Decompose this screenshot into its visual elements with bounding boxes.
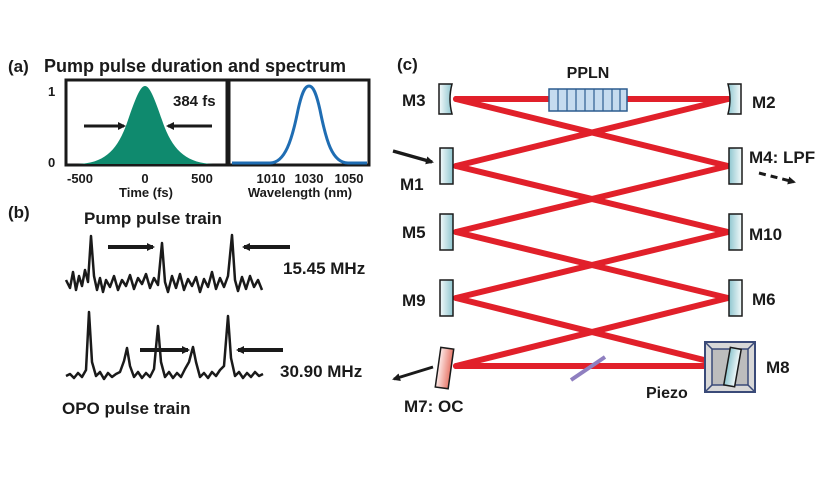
- pump-pulse-train-trace: [64, 233, 264, 294]
- wl-tick-1010: 1010: [257, 171, 286, 186]
- label-m9: M9: [402, 291, 426, 310]
- mirror-m10: [728, 213, 743, 251]
- opo-rate-label: 30.90 MHz: [280, 362, 362, 381]
- mirror-m7-oc: [434, 346, 455, 390]
- time-axis-label: Time (fs): [119, 185, 173, 200]
- pump-train-label: Pump pulse train: [84, 209, 222, 228]
- label-m6: M6: [752, 290, 776, 309]
- pump-rate-label: 15.45 MHz: [283, 259, 365, 278]
- wl-tick-1030: 1030: [295, 171, 324, 186]
- wl-tick-1050: 1050: [335, 171, 364, 186]
- cavity-beams: [453, 96, 731, 369]
- y-tick-1: 1: [48, 84, 55, 99]
- intracavity-plate: [569, 355, 607, 382]
- mirror-m1: [439, 147, 454, 185]
- opo-pulse-train-trace: [65, 310, 264, 381]
- y-tick-0: 0: [48, 155, 55, 170]
- label-m7: M7: OC: [404, 397, 464, 416]
- opo-train-label: OPO pulse train: [62, 399, 190, 418]
- label-m4: M4: LPF: [749, 148, 815, 167]
- piezo-label: Piezo: [646, 385, 688, 402]
- mirror-m5: [439, 213, 454, 251]
- beam-m3-m4: [453, 96, 731, 169]
- lpf-output-arrow: [758, 171, 796, 185]
- label-m1: M1: [400, 175, 424, 194]
- label-m2: M2: [752, 93, 776, 112]
- mirror-m6: [728, 279, 743, 317]
- mirror-m4-lpf: [728, 147, 743, 185]
- panel-a-title: Pump pulse duration and spectrum: [44, 56, 346, 76]
- wl-axis-label: Wavelength (nm): [248, 185, 352, 200]
- mirror-m2: [727, 83, 742, 115]
- ppln-crystal: [548, 88, 628, 112]
- panel-a-tag: (a): [8, 57, 29, 76]
- beam-m4-m5: [453, 163, 731, 235]
- ppln-label: PPLN: [567, 65, 610, 82]
- time-tick-neg500: -500: [67, 171, 93, 186]
- panel-a: (a) Pump pulse duration and spectrum 1 0…: [8, 56, 371, 200]
- oc-output-arrow: [392, 365, 434, 382]
- spectrum-plot-frame: [227, 78, 371, 167]
- time-plot-frame: [64, 78, 229, 167]
- beam-m10-m9: [453, 229, 731, 301]
- time-tick-500: 500: [191, 171, 213, 186]
- panel-c-tag: (c): [397, 55, 418, 74]
- pulse-duration-label: 384 fs: [173, 93, 216, 110]
- label-m5: M5: [402, 223, 426, 242]
- mirror-m3: [438, 83, 453, 115]
- label-m10: M10: [749, 225, 782, 244]
- panel-b-tag: (b): [8, 203, 30, 222]
- beam-m6-m7: [453, 295, 731, 369]
- time-tick-0: 0: [141, 171, 148, 186]
- pump-input-arrow: [392, 149, 434, 165]
- label-m3: M3: [402, 91, 426, 110]
- spectrum-curve: [232, 84, 367, 165]
- panel-c: (c) PPLN: [392, 55, 815, 416]
- mirror-m9: [439, 279, 454, 317]
- label-m8: M8: [766, 358, 790, 377]
- pump-pulse-shape: [78, 86, 213, 164]
- panel-b: (b) Pump pulse train 15.45 MHz 30.90 MHz…: [8, 203, 365, 418]
- mirror-m8: [722, 346, 743, 388]
